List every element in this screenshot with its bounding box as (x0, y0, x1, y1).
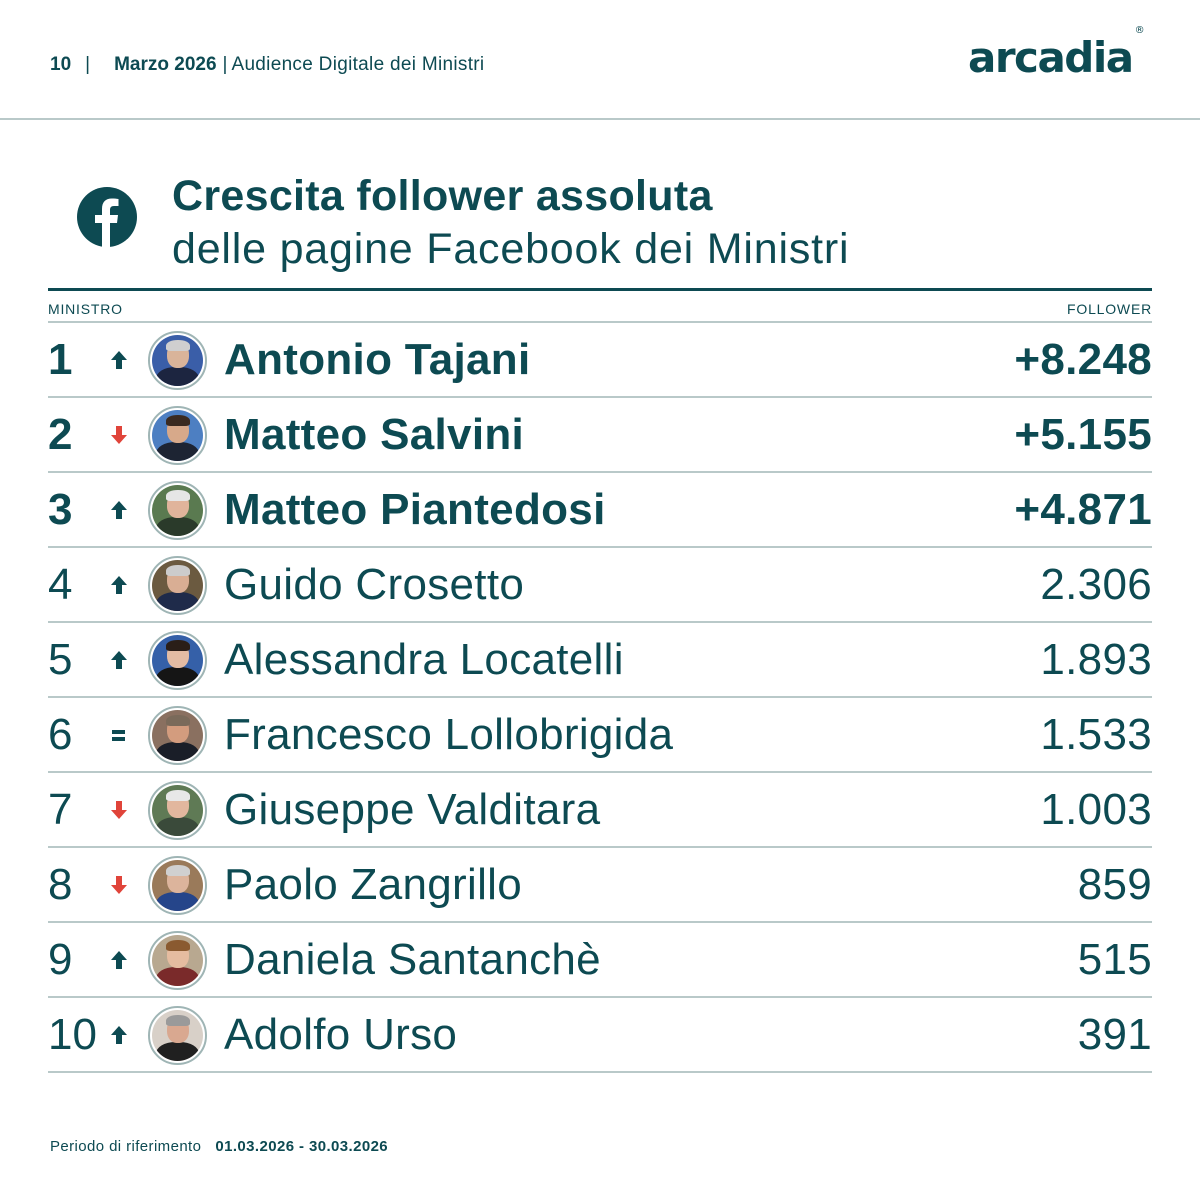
follower-growth: 1.533 (1040, 710, 1152, 759)
page-number: 10 (50, 54, 72, 75)
table-row: 6 Francesco Lollobrigida 1.533 (48, 698, 1152, 773)
report-title: Audience Digitale dei Ministri (231, 54, 485, 75)
registered-mark: ® (1134, 25, 1145, 36)
period-dates: 01.03.2026 - 30.03.2026 (215, 1138, 389, 1155)
minister-name: Matteo Salvini (224, 410, 525, 459)
page-header: 10 | Marzo 2026 | Audience Digitale dei Mini… (0, 0, 1200, 120)
rank-number: 3 (48, 485, 73, 534)
minister-name: Daniela Santanchè (224, 935, 601, 984)
minister-avatar (148, 856, 207, 915)
arcadia-logo: arcadia® (968, 25, 1145, 83)
portrait-image (152, 635, 203, 686)
minister-name: Paolo Zangrillo (224, 860, 522, 909)
minister-name: Guido Crosetto (224, 560, 525, 609)
table-top-rule (48, 288, 1152, 291)
minister-name: Giuseppe Valditara (224, 785, 601, 834)
portrait-image (152, 485, 203, 536)
trend-up-arrow-icon (111, 651, 127, 669)
minister-name: Antonio Tajani (224, 335, 531, 384)
minister-name: Adolfo Urso (224, 1010, 458, 1059)
period-label: Periodo di riferimento (50, 1138, 202, 1155)
logo-text: arcadia (968, 33, 1134, 82)
separator: | (85, 54, 91, 75)
rank-number: 10 (48, 1010, 97, 1059)
minister-avatar (148, 481, 207, 540)
portrait-image (152, 560, 203, 611)
table-row: 9 Daniela Santanchè 515 (48, 923, 1152, 998)
rank-number: 1 (48, 335, 73, 384)
portrait-image (152, 785, 203, 836)
rank-number: 5 (48, 635, 73, 684)
table-row: 8 Paolo Zangrillo 859 (48, 848, 1152, 923)
minister-avatar (148, 406, 207, 465)
trend-down-arrow-icon (111, 801, 127, 819)
minister-name: Alessandra Locatelli (224, 635, 624, 684)
follower-growth: 859 (1077, 860, 1152, 909)
title-line-1: Crescita follower assoluta (172, 172, 713, 220)
rank-number: 9 (48, 935, 73, 984)
follower-growth: +5.155 (1014, 410, 1152, 459)
breadcrumb: 10 | Marzo 2026 | Audience Digitale dei Mini… (50, 53, 484, 77)
section-title: Crescita follower assoluta delle pagine … (172, 170, 849, 276)
rank-number: 2 (48, 410, 73, 459)
portrait-image (152, 335, 203, 386)
follower-growth: 391 (1077, 1010, 1152, 1059)
rank-number: 6 (48, 710, 73, 759)
table-body: 1 Antonio Tajani +8.248 2 (48, 323, 1152, 1073)
title-line-2: delle pagine Facebook dei Ministri (172, 225, 850, 273)
follower-growth: 515 (1077, 935, 1152, 984)
trend-up-arrow-icon (111, 951, 127, 969)
minister-avatar (148, 331, 207, 390)
table-row: 10 Adolfo Urso 391 (48, 998, 1152, 1073)
facebook-icon (77, 187, 137, 247)
trend-up-arrow-icon (111, 1026, 127, 1044)
trend-equal-icon (112, 730, 125, 741)
portrait-image (152, 1010, 203, 1061)
table-row: 7 Giuseppe Valditara 1.003 (48, 773, 1152, 848)
table-row: 3 Matteo Piantedosi +4.871 (48, 473, 1152, 548)
minister-avatar (148, 706, 207, 765)
column-header-minister: MINISTRO (48, 301, 123, 317)
table-header: MINISTRO FOLLOWER (48, 291, 1152, 323)
minister-avatar (148, 931, 207, 990)
trend-down-arrow-icon (111, 426, 127, 444)
follower-growth: 1.893 (1040, 635, 1152, 684)
follower-growth: +8.248 (1014, 335, 1152, 384)
portrait-image (152, 860, 203, 911)
minister-name: Matteo Piantedosi (224, 485, 606, 534)
table-row: 2 Matteo Salvini +5.155 (48, 398, 1152, 473)
rank-number: 4 (48, 560, 73, 609)
separator: | (222, 54, 228, 75)
portrait-image (152, 410, 203, 461)
ranking-table: MINISTRO FOLLOWER 1 Antonio Tajani +8.24… (48, 288, 1152, 1073)
minister-avatar (148, 556, 207, 615)
rank-number: 7 (48, 785, 73, 834)
follower-growth: 1.003 (1040, 785, 1152, 834)
follower-growth: +4.871 (1014, 485, 1152, 534)
portrait-image (152, 935, 203, 986)
report-month: Marzo 2026 (114, 54, 217, 75)
minister-avatar (148, 781, 207, 840)
table-row: 1 Antonio Tajani +8.248 (48, 323, 1152, 398)
minister-avatar (148, 631, 207, 690)
trend-up-arrow-icon (111, 351, 127, 369)
minister-avatar (148, 1006, 207, 1065)
rank-number: 8 (48, 860, 73, 909)
follower-growth: 2.306 (1040, 560, 1152, 609)
portrait-image (152, 710, 203, 761)
trend-down-arrow-icon (111, 876, 127, 894)
minister-name: Francesco Lollobrigida (224, 710, 674, 759)
trend-up-arrow-icon (111, 576, 127, 594)
trend-up-arrow-icon (111, 501, 127, 519)
table-row: 5 Alessandra Locatelli 1.893 (48, 623, 1152, 698)
table-row: 4 Guido Crosetto 2.306 (48, 548, 1152, 623)
reference-period: Periodo di riferimento 01.03.2026 - 30.03… (50, 1138, 388, 1156)
column-header-follower: FOLLOWER (1067, 301, 1152, 317)
